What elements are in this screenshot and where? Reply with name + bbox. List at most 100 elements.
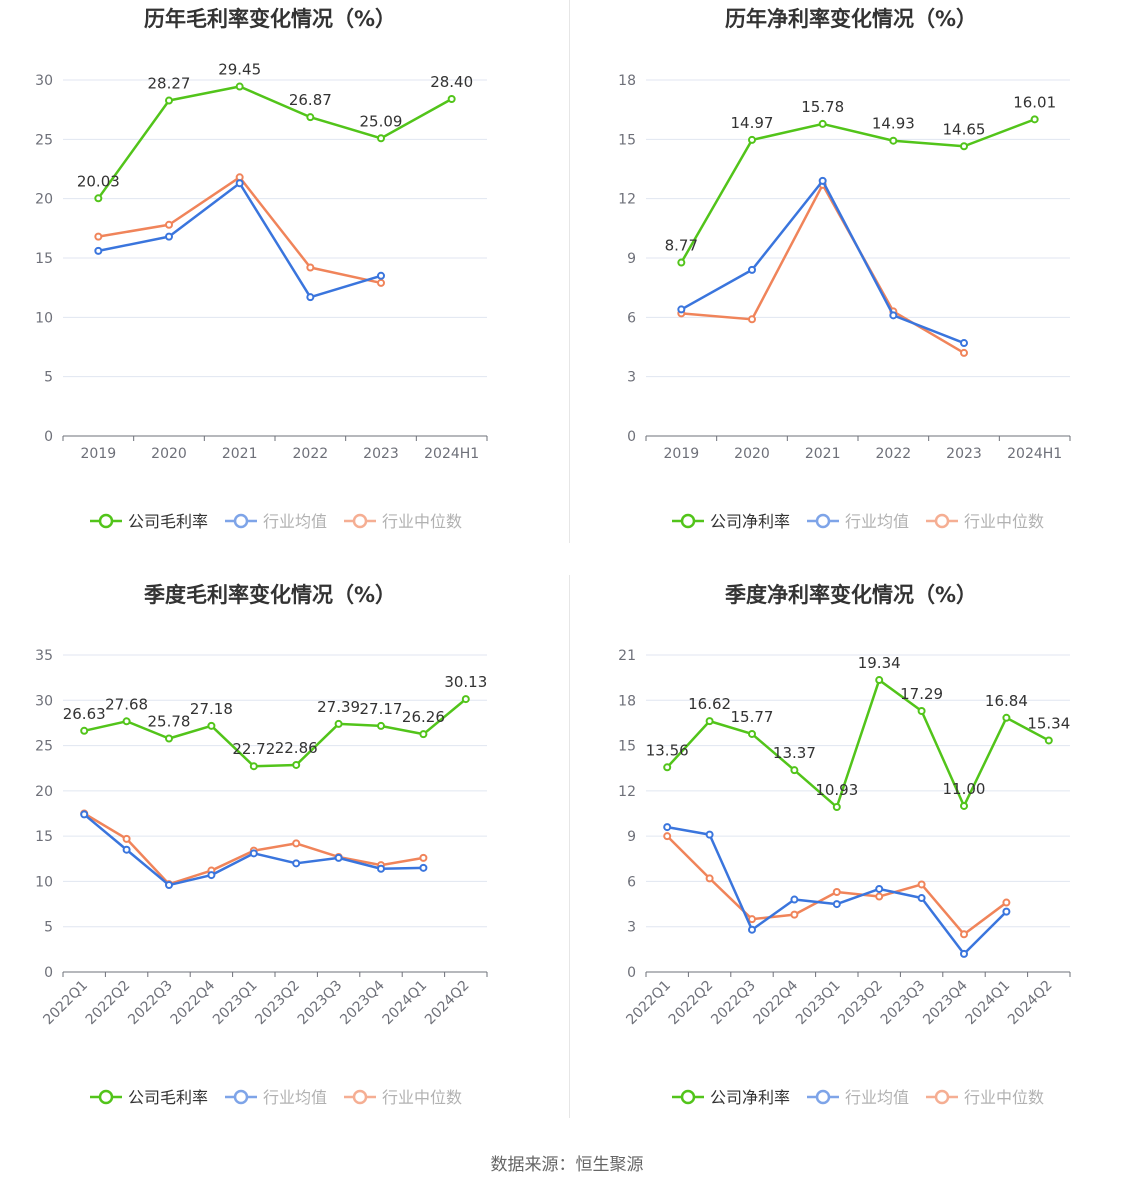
legend-label: 行业均值 <box>845 1088 909 1107</box>
chart-title: 历年净利率变化情况（%） <box>725 7 977 31</box>
legend-item-median: 行业中位数 <box>926 1088 1044 1107</box>
data-point-median <box>292 839 301 848</box>
legend-marker <box>934 513 950 529</box>
y-tick-label: 25 <box>35 739 53 755</box>
data-label: 26.26 <box>402 708 445 726</box>
y-tick-label: 18 <box>618 693 636 709</box>
legend-marker <box>680 1089 696 1105</box>
x-tick-label: 2022Q1 <box>40 978 91 1029</box>
data-label: 29.45 <box>218 61 261 79</box>
data-point-company <box>677 258 686 267</box>
chart-annual-net-margin: 历年净利率变化情况（%） 0 3 6 9 12 15 18 2019 2020 2021 2022 20… <box>567 0 1134 576</box>
data-point-company <box>207 721 216 730</box>
legend-item-avg: 行业均值 <box>807 1088 909 1107</box>
data-label: 14.93 <box>872 115 915 133</box>
x-tick-label: 2022Q1 <box>623 978 674 1029</box>
data-point-avg <box>917 894 926 903</box>
data-point-avg <box>960 949 968 958</box>
data-point-avg <box>292 859 301 868</box>
data-point-avg <box>235 179 244 188</box>
data-point-company <box>419 730 428 739</box>
series-line-avg <box>680 179 965 345</box>
x-tick-label: 2022Q4 <box>751 977 802 1028</box>
data-point-avg <box>748 265 756 274</box>
data-label: 14.97 <box>731 114 774 132</box>
y-tick-label: 10 <box>35 874 53 890</box>
data-label: 10.93 <box>815 781 858 799</box>
data-point-avg <box>207 871 216 880</box>
y-tick-label: 15 <box>35 251 53 267</box>
y-tick-label: 20 <box>35 192 53 208</box>
data-point-avg <box>334 853 343 862</box>
data-label: 26.87 <box>289 91 332 109</box>
legend-item-company: 公司毛利率 <box>90 1088 208 1107</box>
data-label: 11.00 <box>943 780 986 798</box>
data-point-company <box>235 82 244 91</box>
data-point-median <box>960 348 968 357</box>
legend-label: 公司净利率 <box>710 512 790 531</box>
data-point-avg <box>249 849 258 858</box>
x-tick-label: 2023Q2 <box>252 978 303 1029</box>
legend-marker <box>233 513 249 529</box>
legend-item-company: 公司净利率 <box>672 1088 790 1107</box>
data-point-company <box>377 721 385 730</box>
data-point-avg <box>889 311 898 320</box>
y-tick-label: 21 <box>618 648 636 664</box>
data-point-median <box>419 853 428 862</box>
x-tick-label: 2022 <box>293 446 329 462</box>
legend-marker <box>98 513 114 529</box>
data-point-avg <box>306 293 315 302</box>
y-tick-label: 15 <box>618 132 636 148</box>
x-tick-label: 2023Q2 <box>835 978 886 1029</box>
legend-label: 公司毛利率 <box>128 512 208 531</box>
chart-svg: 季度毛利率变化情况（%）051015202530352022Q12022Q220… <box>35 583 488 1107</box>
data-label: 28.40 <box>430 73 473 91</box>
x-tick-label: 2024H1 <box>424 446 479 462</box>
y-tick-label: 18 <box>618 73 636 89</box>
data-point-avg <box>677 305 686 314</box>
data-point-avg <box>165 232 173 241</box>
data-point-company <box>889 136 898 145</box>
data-label: 13.37 <box>773 744 816 762</box>
legend-marker <box>352 513 368 529</box>
data-point-avg <box>705 830 714 839</box>
data-label: 8.77 <box>665 237 698 255</box>
data-label: 16.84 <box>985 692 1028 710</box>
data-point-company <box>306 113 315 122</box>
data-point-median <box>122 834 131 843</box>
data-point-avg <box>1002 907 1011 916</box>
data-label: 28.27 <box>148 75 191 93</box>
chart-title: 季度毛利率变化情况（%） <box>144 583 396 607</box>
data-point-company <box>94 194 103 203</box>
data-point-avg <box>832 900 841 909</box>
data-label: 15.77 <box>731 708 774 726</box>
x-tick-label: 2023Q4 <box>920 977 971 1028</box>
data-point-company <box>748 729 756 738</box>
data-label: 25.78 <box>148 713 191 731</box>
x-tick-label: 2019 <box>664 446 700 462</box>
legend-item-avg: 行业均值 <box>225 1088 327 1107</box>
y-tick-label: 0 <box>627 429 636 445</box>
y-tick-label: 25 <box>35 132 53 148</box>
legend-item-company: 公司毛利率 <box>90 512 208 531</box>
legend-item-company: 公司净利率 <box>672 512 790 531</box>
x-tick-label: 2024Q1 <box>963 978 1014 1029</box>
series-line-company <box>97 85 453 200</box>
y-tick-label: 9 <box>627 829 636 845</box>
x-tick-label: 2024Q2 <box>1005 978 1056 1029</box>
legend-item-avg: 行业均值 <box>225 512 327 531</box>
data-point-avg <box>419 863 428 872</box>
legend-marker <box>233 1089 249 1105</box>
data-point-avg <box>165 881 173 890</box>
legend-marker <box>98 1089 114 1105</box>
data-point-company <box>1030 115 1039 124</box>
data-point-avg <box>818 176 827 185</box>
data-label: 14.65 <box>943 120 986 138</box>
x-tick-label: 2022Q4 <box>168 977 219 1028</box>
data-point-avg <box>94 246 103 255</box>
x-tick-label: 2022Q2 <box>83 978 134 1029</box>
data-label: 17.29 <box>900 685 943 703</box>
legend-item-avg: 行业均值 <box>807 512 909 531</box>
data-label: 22.86 <box>275 739 318 757</box>
y-tick-label: 20 <box>35 784 53 800</box>
